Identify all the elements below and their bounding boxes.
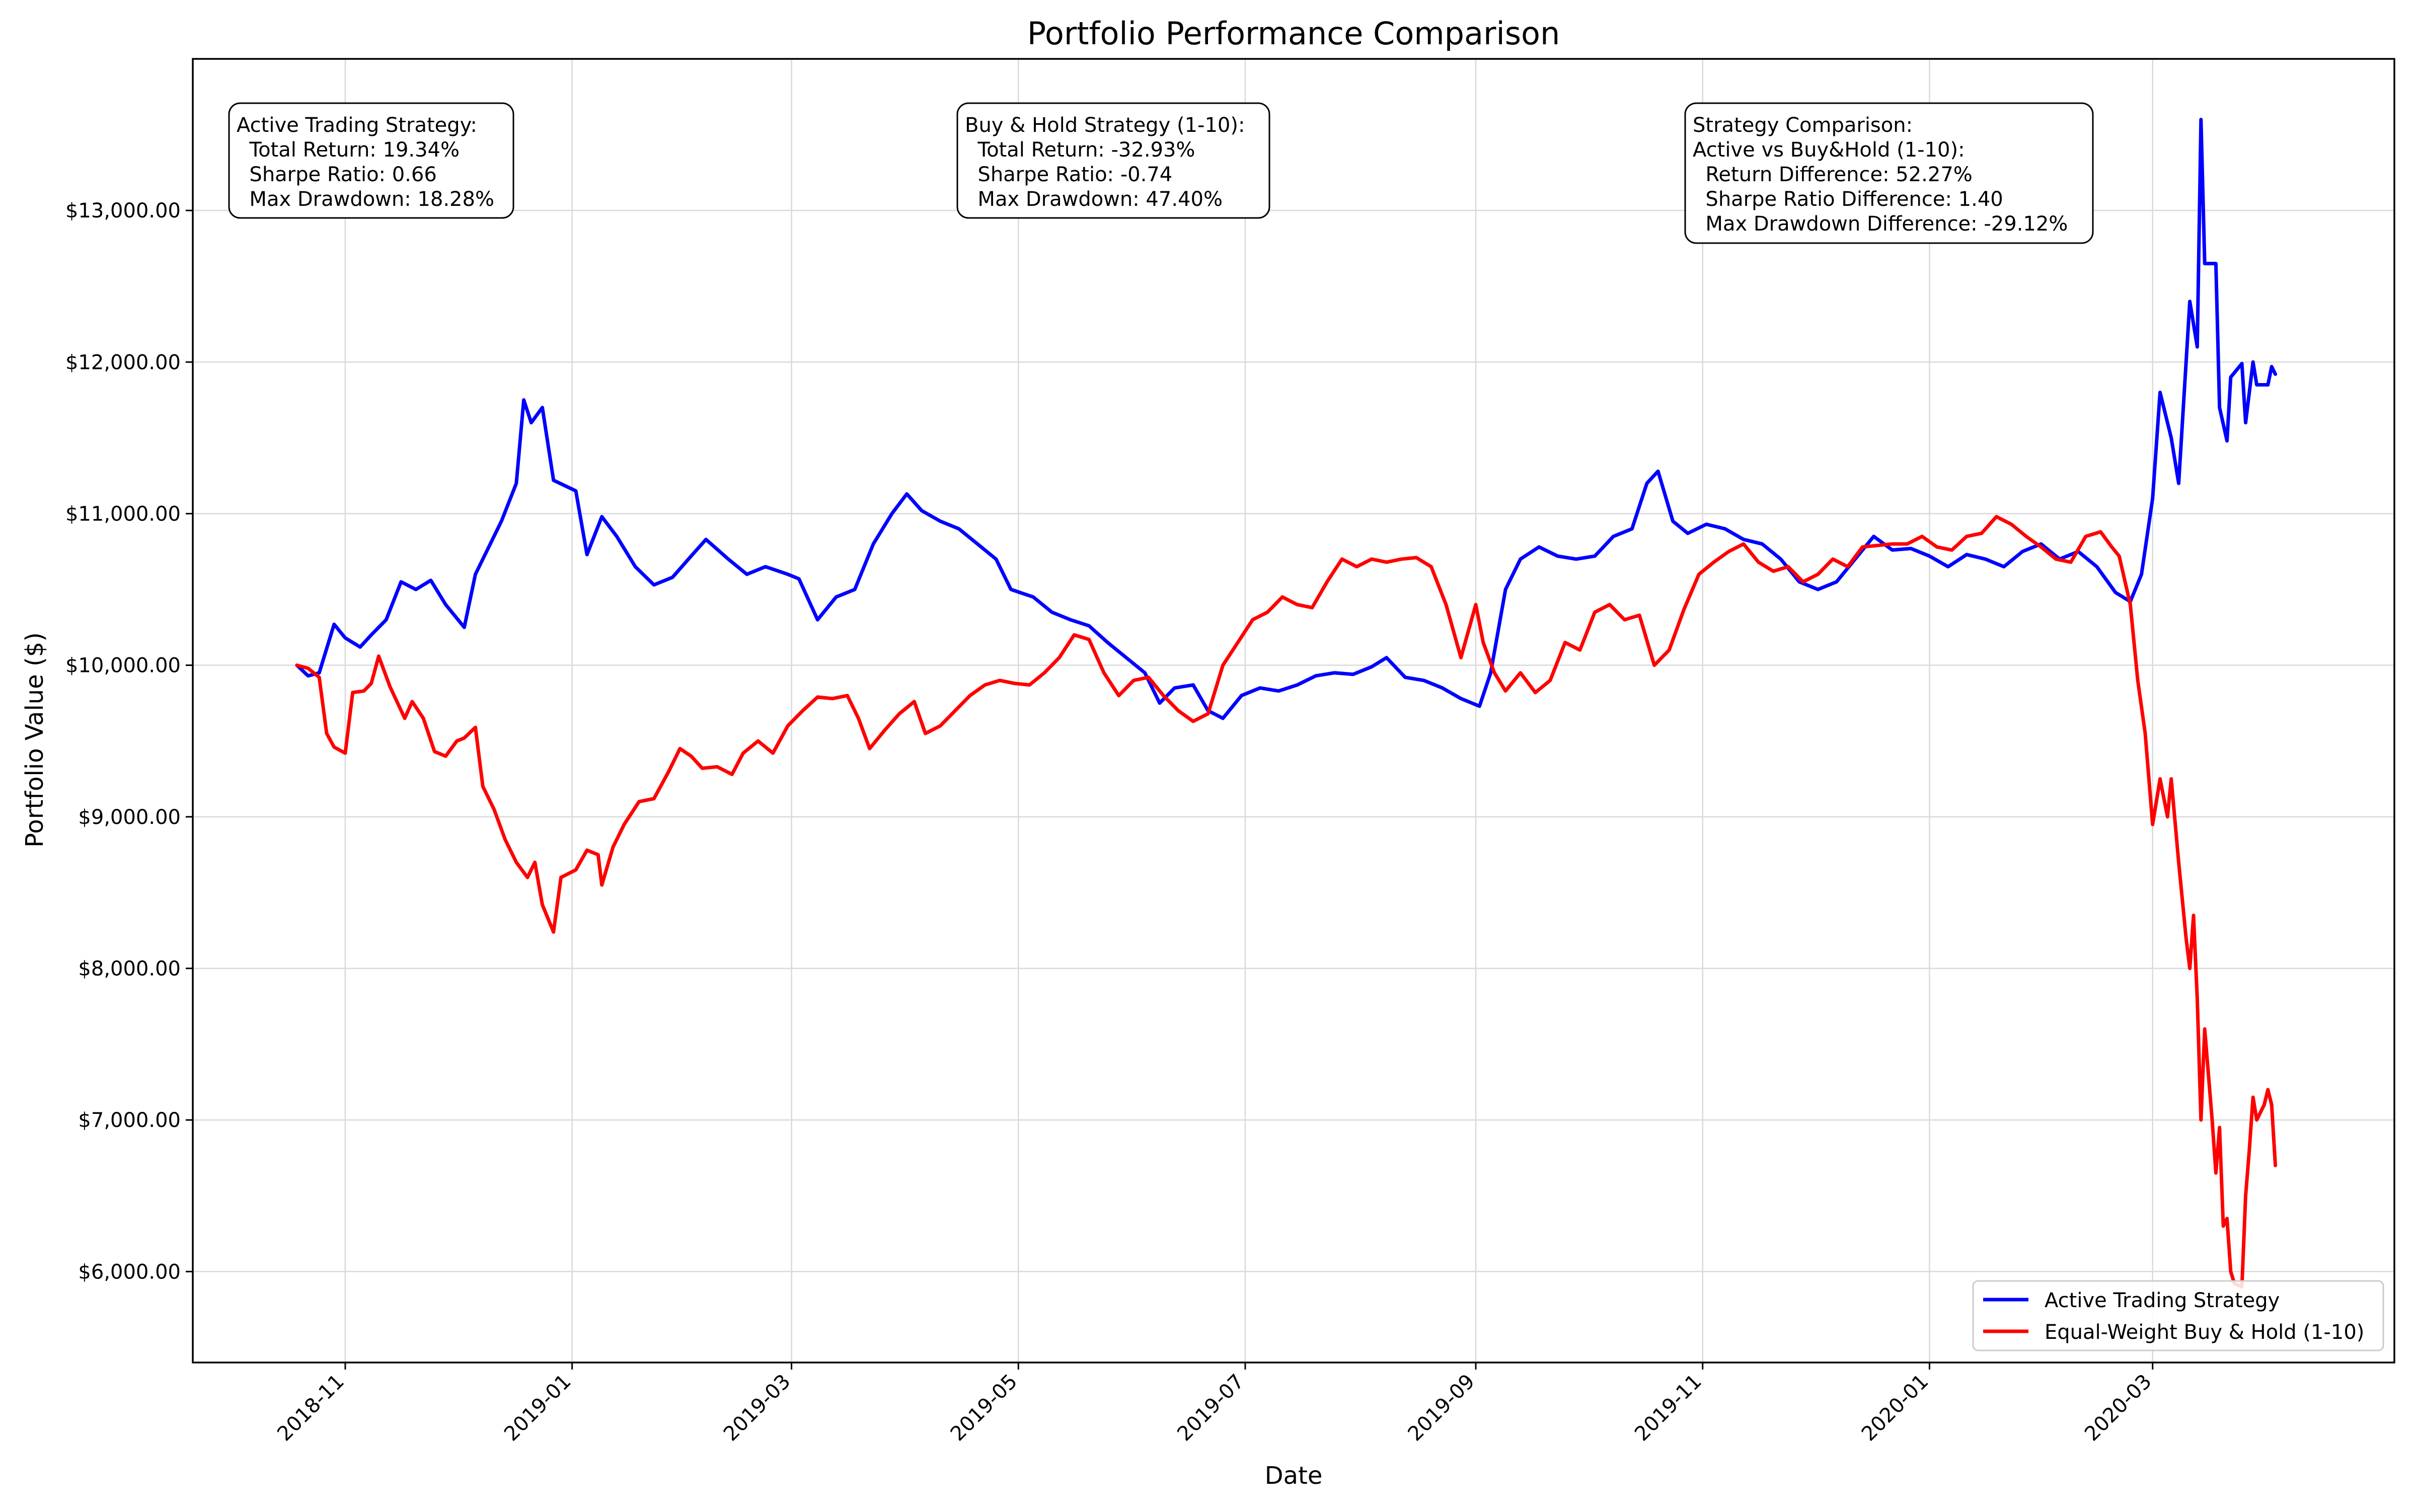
annotation-comparison: Strategy Comparison:Active vs Buy&Hold (… bbox=[1684, 102, 2094, 244]
annotation-active: Active Trading Strategy: Total Return: 1… bbox=[228, 102, 514, 219]
annotation-line: Max Drawdown Difference: -29.12% bbox=[1693, 212, 2068, 236]
y-axis-label: Portfolio Value ($) bbox=[21, 632, 49, 848]
grid-layer bbox=[193, 59, 2394, 1363]
annotation-line: Total Return: -32.93% bbox=[965, 138, 1195, 162]
annotation-line: Sharpe Ratio: 0.66 bbox=[237, 163, 437, 186]
y-tick-label: $13,000.00 bbox=[65, 199, 181, 222]
annotation-line: Return Difference: 52.27% bbox=[1693, 163, 1973, 186]
chart-title: Portfolio Performance Comparison bbox=[1027, 15, 1560, 52]
annotation-buyhold: Buy & Hold Strategy (1-10): Total Return… bbox=[956, 102, 1270, 219]
legend: Active Trading Strategy Equal-Weight Buy… bbox=[1972, 1280, 2384, 1351]
y-tick-label: $7,000.00 bbox=[78, 1109, 181, 1132]
annotation-layer: Active Trading Strategy: Total Return: 1… bbox=[228, 102, 2094, 244]
x-axis-label: Date bbox=[1265, 1462, 1323, 1490]
annotation-line: Buy & Hold Strategy (1-10): bbox=[965, 114, 1245, 137]
annotation-line: Active Trading Strategy: bbox=[237, 114, 477, 137]
y-tick-label: $10,000.00 bbox=[65, 654, 181, 677]
annotation-line: Max Drawdown: 18.28% bbox=[237, 188, 494, 211]
y-tick-label: $11,000.00 bbox=[65, 502, 181, 525]
series-line-buy-hold bbox=[295, 515, 2278, 1289]
legend-box bbox=[1972, 1280, 2384, 1351]
series-layer bbox=[295, 118, 2278, 1289]
annotation-box bbox=[1684, 102, 2094, 244]
legend-label-buyhold: Equal-Weight Buy & Hold (1-10) bbox=[2045, 1321, 2364, 1344]
y-tick-label: $9,000.00 bbox=[78, 806, 181, 829]
annotation-line: Max Drawdown: 47.40% bbox=[965, 188, 1223, 211]
annotation-line: Strategy Comparison: bbox=[1693, 114, 1913, 137]
annotation-line: Active vs Buy&Hold (1-10): bbox=[1693, 138, 1965, 162]
series-line-active-trading bbox=[295, 118, 2278, 720]
annotation-line: Sharpe Ratio: -0.74 bbox=[965, 163, 1172, 186]
annotation-line: Sharpe Ratio Difference: 1.40 bbox=[1693, 188, 2003, 211]
annotation-line: Total Return: 19.34% bbox=[237, 138, 460, 162]
y-tick-label: $8,000.00 bbox=[78, 957, 181, 980]
y-tick-label: $12,000.00 bbox=[65, 351, 181, 374]
legend-label-active: Active Trading Strategy bbox=[2045, 1289, 2280, 1312]
plot-area-frame bbox=[192, 58, 2395, 1364]
annotation-box bbox=[228, 102, 514, 219]
annotation-box bbox=[956, 102, 1270, 219]
y-tick-label: $6,000.00 bbox=[78, 1260, 181, 1283]
